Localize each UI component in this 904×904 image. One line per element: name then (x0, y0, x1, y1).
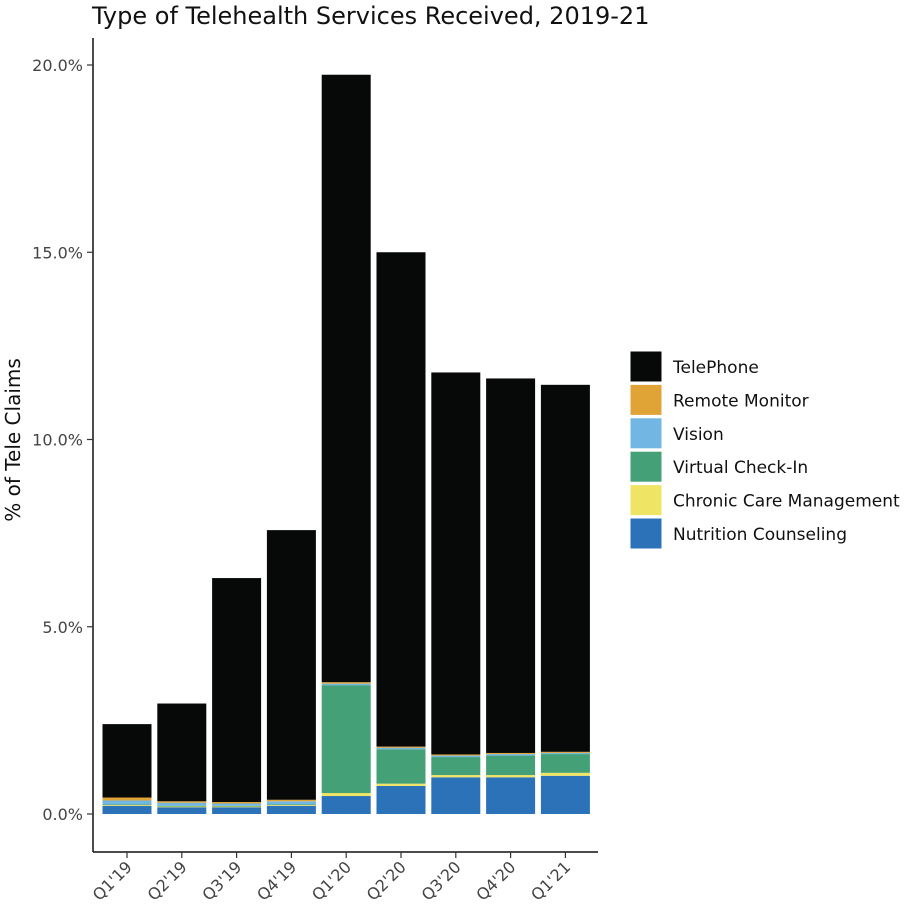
x-tick-label: Q1'21 (527, 857, 574, 904)
bar-telephone-q1-20 (321, 74, 371, 683)
y-tick-label: 5.0% (42, 618, 83, 637)
bar-vision-q3-20 (431, 755, 481, 758)
bar-virtual-check-in-q2-19 (157, 805, 207, 807)
bar-vision-q1-19 (102, 800, 152, 805)
y-axis-ticks: 0.0% 5.0% 10.0% 15.0% 20.0% (32, 56, 93, 824)
y-tick-label: 10.0% (32, 431, 83, 450)
bar-nutrition-counseling-q1-21 (540, 775, 590, 814)
bar-remote-monitor-q3-20 (431, 754, 481, 756)
x-tick-label: Q1'20 (308, 857, 355, 904)
x-axis-ticks: Q1'19 Q2'19 Q3'19 Q4'19 Q1'20 Q2'20 Q3'20 Q4'20… (89, 852, 574, 904)
bar-telephone-q3-19 (212, 578, 262, 803)
bar-telephone-q2-20 (376, 252, 426, 747)
bar-chronic-care-management-q3-19 (212, 806, 262, 808)
bar-nutrition-counseling-q3-19 (212, 807, 262, 814)
bar-virtual-check-in-q3-19 (212, 805, 262, 807)
legend-swatch-virtual-check-in (629, 450, 663, 483)
bar-nutrition-counseling-q2-20 (376, 785, 426, 814)
x-tick-label: Q3'19 (198, 857, 245, 904)
bar-nutrition-counseling-q2-19 (157, 807, 207, 814)
bar-vision-q2-20 (376, 747, 426, 750)
bar-virtual-check-in-q1-20 (321, 685, 371, 794)
bar-remote-monitor-q3-19 (212, 802, 262, 804)
x-tick-label: Q2'19 (144, 857, 191, 904)
legend-label-remote-monitor: Remote Monitor (673, 391, 809, 411)
legend-label-nutrition-counseling: Nutrition Counseling (673, 525, 847, 545)
bar-chronic-care-management-q4-19 (266, 805, 316, 806)
bar-remote-monitor-q2-20 (376, 746, 426, 748)
x-tick-label: Q3'20 (418, 857, 465, 904)
bar-vision-q4-19 (266, 801, 316, 805)
bar-chronic-care-management-q4-20 (486, 775, 536, 778)
y-tick-label: 15.0% (32, 243, 83, 262)
bar-nutrition-counseling-q4-20 (486, 777, 536, 814)
bar-chronic-care-management-q1-19 (102, 805, 152, 806)
legend-label-virtual-check-in: Virtual Check-In (673, 458, 808, 478)
bar-nutrition-counseling-q1-20 (321, 796, 371, 814)
bar-chronic-care-management-q2-19 (157, 806, 207, 808)
bar-vision-q1-21 (540, 752, 590, 755)
bar-telephone-q4-19 (266, 530, 316, 800)
legend-label-vision: Vision (673, 425, 724, 445)
y-axis-title: % of Tele Claims (1, 358, 25, 522)
bar-vision-q3-19 (212, 803, 262, 806)
bar-chronic-care-management-q1-21 (540, 772, 590, 776)
legend-label-chronic-care-management: Chronic Care Management (673, 492, 900, 512)
bar-virtual-check-in-q3-20 (431, 757, 481, 776)
x-tick-label: Q2'20 (363, 857, 410, 904)
bar-telephone-q3-20 (431, 372, 481, 755)
bar-telephone-q1-21 (540, 384, 590, 752)
bar-telephone-q2-19 (157, 703, 207, 802)
bar-nutrition-counseling-q1-19 (102, 805, 152, 814)
legend-swatch-chronic-care-management (629, 484, 663, 517)
bar-vision-q4-20 (486, 754, 536, 756)
legend: TelePhone Remote Monitor Vision Virtual Che… (629, 350, 900, 550)
x-tick-label: Q4'20 (472, 857, 519, 904)
bar-remote-monitor-q1-20 (321, 682, 371, 684)
chart-title: Type of Telehealth Services Received, 20… (91, 2, 649, 30)
bar-chronic-care-management-q3-20 (431, 775, 481, 778)
bar-virtual-check-in-q2-20 (376, 749, 426, 784)
bar-remote-monitor-q4-20 (486, 752, 536, 755)
bar-telephone-q1-19 (102, 724, 152, 798)
bar-chronic-care-management-q1-20 (321, 793, 371, 797)
legend-swatch-telephone (629, 350, 663, 383)
y-tick-label: 20.0% (32, 56, 83, 75)
bar-nutrition-counseling-q4-19 (266, 805, 316, 814)
bar-virtual-check-in-q1-19 (102, 804, 152, 806)
bar-virtual-check-in-q4-19 (266, 804, 316, 806)
legend-swatch-vision (629, 417, 663, 450)
bar-vision-q1-20 (321, 683, 371, 686)
bar-remote-monitor-q2-19 (157, 801, 207, 803)
y-tick-label: 0.0% (42, 805, 83, 824)
bar-nutrition-counseling-q3-20 (431, 777, 481, 814)
bar-remote-monitor-q4-19 (266, 799, 316, 802)
legend-swatch-nutrition-counseling (629, 517, 663, 550)
bar-chronic-care-management-q2-20 (376, 783, 426, 786)
bar-remote-monitor-q1-21 (540, 751, 590, 753)
legend-label-telephone: TelePhone (672, 358, 759, 378)
bar-virtual-check-in-q4-20 (486, 755, 536, 776)
bar-telephone-q4-20 (486, 378, 536, 753)
bar-remote-monitor-q1-19 (102, 797, 152, 801)
x-tick-label: Q1'19 (89, 857, 136, 904)
x-tick-label: Q4'19 (253, 857, 300, 904)
bar-virtual-check-in-q1-21 (540, 754, 590, 773)
legend-swatch-remote-monitor (629, 383, 663, 416)
bar-vision-q2-19 (157, 802, 207, 806)
bars-group (102, 74, 590, 814)
